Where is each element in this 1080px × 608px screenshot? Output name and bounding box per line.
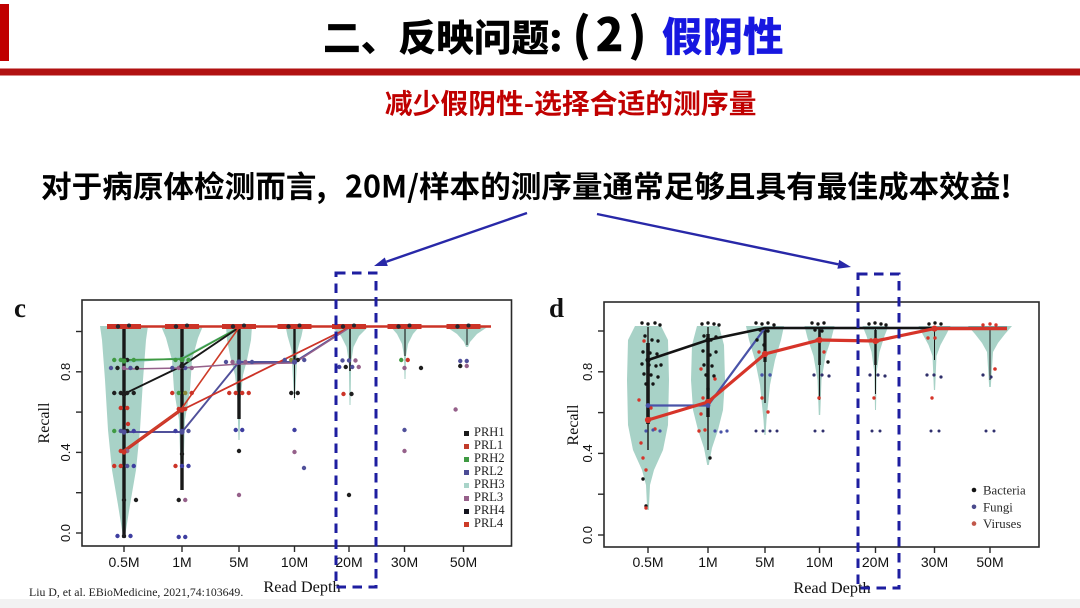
- svg-text:Recall: Recall: [36, 402, 53, 443]
- svg-text:10M: 10M: [281, 554, 308, 570]
- svg-text:0.4: 0.4: [58, 443, 73, 461]
- svg-text:50M: 50M: [976, 554, 1003, 570]
- svg-text:PRL1: PRL1: [474, 438, 503, 452]
- svg-text:20M: 20M: [335, 554, 362, 570]
- svg-text:Read Depth: Read Depth: [263, 577, 340, 596]
- svg-text:0.8: 0.8: [58, 363, 73, 381]
- svg-text:0.5M: 0.5M: [632, 554, 663, 570]
- svg-text:Read Depth: Read Depth: [793, 578, 870, 597]
- svg-text:Bacteria: Bacteria: [983, 484, 1026, 498]
- svg-text:PRL4: PRL4: [474, 516, 504, 530]
- svg-text:0.4: 0.4: [580, 444, 595, 462]
- svg-text:1M: 1M: [698, 554, 717, 570]
- svg-text:5M: 5M: [755, 554, 774, 570]
- svg-text:30M: 30M: [391, 554, 418, 570]
- svg-text:c: c: [14, 293, 26, 323]
- svg-text:Viruses: Viruses: [983, 517, 1021, 531]
- svg-text:10M: 10M: [806, 554, 833, 570]
- svg-text:PRL3: PRL3: [474, 490, 503, 504]
- svg-text:PRH2: PRH2: [474, 451, 505, 465]
- svg-text:5M: 5M: [229, 554, 248, 570]
- svg-text:50M: 50M: [450, 554, 477, 570]
- svg-text:PRH4: PRH4: [474, 503, 505, 517]
- svg-text:30M: 30M: [921, 554, 948, 570]
- svg-text:d: d: [549, 293, 564, 323]
- svg-text:0.0: 0.0: [580, 526, 595, 544]
- svg-text:0.8: 0.8: [580, 363, 595, 381]
- svg-text:0.0: 0.0: [58, 524, 73, 542]
- svg-text:Liu D, et al. EBioMedicine, 20: Liu D, et al. EBioMedicine, 2021,74:1036…: [29, 585, 243, 599]
- svg-text:20M: 20M: [862, 554, 889, 570]
- svg-text:Fungi: Fungi: [983, 500, 1013, 514]
- svg-text:Recall: Recall: [565, 404, 582, 445]
- svg-text:PRH1: PRH1: [474, 425, 505, 439]
- svg-text:PRH3: PRH3: [474, 477, 505, 491]
- svg-text:1M: 1M: [172, 554, 191, 570]
- svg-text:PRL2: PRL2: [474, 464, 503, 478]
- svg-text:0.5M: 0.5M: [108, 554, 139, 570]
